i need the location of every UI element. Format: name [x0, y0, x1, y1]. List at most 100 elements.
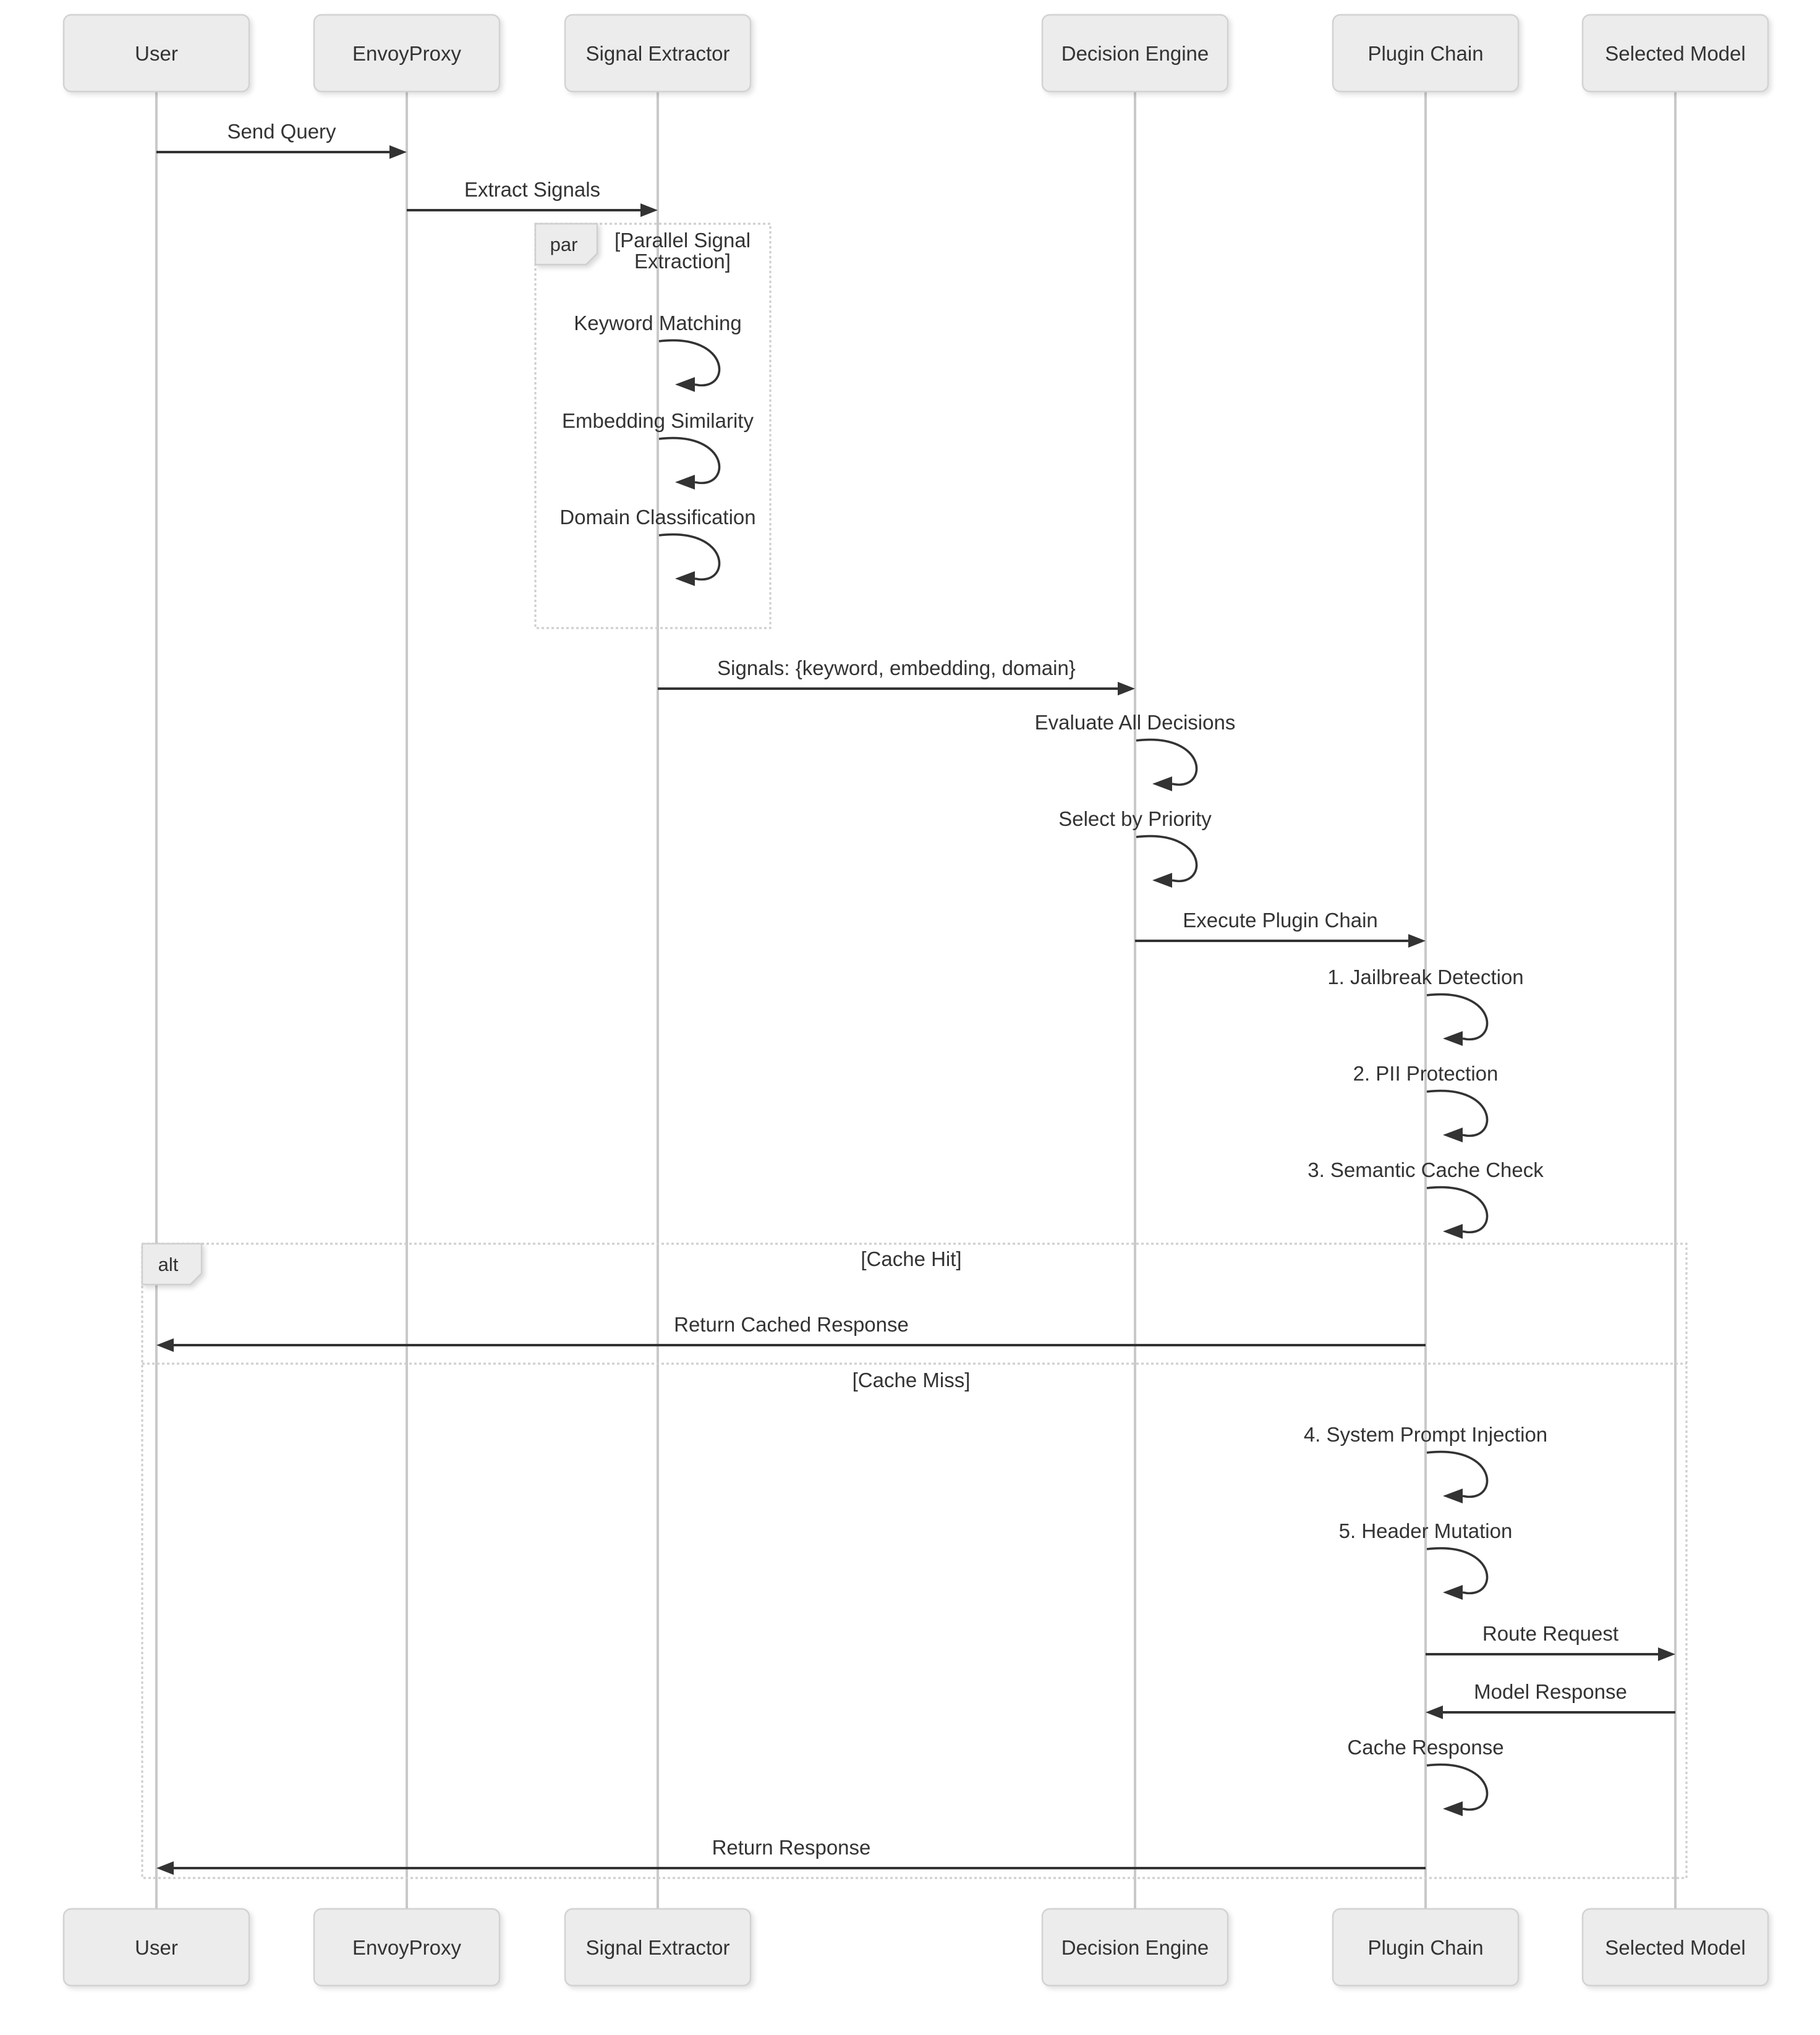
lifelines	[155, 91, 1677, 1909]
self-loop-evaluate-all-decisions: Evaluate All Decisions	[1035, 711, 1236, 791]
message-send-query: Send Query	[156, 120, 407, 159]
alt-block: alt [Cache Hit] [Cache Miss]	[141, 1243, 1688, 1879]
actor-box	[62, 14, 250, 93]
actor-box	[564, 1908, 752, 1987]
actor-plugin-chain-top: Plugin Chain	[1332, 14, 1520, 93]
actor-signal-extractor-bottom: Signal Extractor	[564, 1908, 752, 1987]
actor-label: EnvoyProxy	[352, 42, 462, 65]
self-loop-arc	[1426, 1450, 1489, 1498]
actor-envoyproxy-bottom: EnvoyProxy	[313, 1908, 501, 1987]
message-label: Model Response	[1474, 1680, 1627, 1703]
alt-label-box	[141, 1243, 203, 1286]
self-loop-pii-protection: 2. PII Protection	[1353, 1062, 1499, 1142]
self-loop-arc	[1426, 993, 1489, 1041]
arrowhead	[1118, 682, 1135, 695]
actor-envoyproxy-top: EnvoyProxy	[313, 14, 501, 93]
actor-label: EnvoyProxy	[352, 1936, 462, 1959]
self-loop-arc	[1426, 1547, 1489, 1595]
message-model-response: Model Response	[1426, 1680, 1675, 1719]
self-loop-arc	[1426, 1089, 1489, 1137]
message-execute-plugin-chain: Execute Plugin Chain	[1135, 909, 1426, 948]
alt-label: alt	[158, 1254, 179, 1275]
self-loop-keyword-matching: Keyword Matching	[574, 312, 742, 392]
arrowhead	[675, 475, 695, 490]
message-label: Route Request	[1482, 1622, 1618, 1645]
actor-user-top: User	[62, 14, 250, 93]
self-loop-jailbreak-detection: 1. Jailbreak Detection	[1327, 966, 1524, 1046]
actor-label: Selected Model	[1605, 1936, 1745, 1959]
alt-condition-cache-hit: [Cache Hit]	[861, 1247, 961, 1270]
message-extract-signals: Extract Signals	[407, 178, 658, 217]
message-return-cached-response: Return Cached Response	[156, 1313, 1426, 1352]
arrowhead	[640, 203, 658, 217]
par-label: par	[550, 234, 578, 255]
actor-decision-engine-top: Decision Engine	[1041, 14, 1229, 93]
actor-box	[564, 14, 752, 93]
arrowhead	[1443, 1031, 1463, 1046]
self-loop-semantic-cache-check: 3. Semantic Cache Check	[1308, 1158, 1544, 1239]
arrowhead	[675, 571, 695, 586]
actor-box	[1041, 14, 1229, 93]
self-loop-embedding-similarity: Embedding Similarity	[562, 409, 754, 490]
message-label: Execute Plugin Chain	[1183, 909, 1378, 932]
actor-box	[1332, 1908, 1520, 1987]
arrowhead	[1443, 1489, 1463, 1503]
self-loop-system-prompt-injection: 4. System Prompt Injection	[1304, 1423, 1547, 1503]
par-label-box	[534, 223, 598, 266]
message-label: Send Query	[227, 120, 336, 143]
self-loop-arc	[1426, 1763, 1489, 1811]
self-loop-arc	[658, 436, 721, 485]
actor-signal-extractor-top: Signal Extractor	[564, 14, 752, 93]
self-loop-cache-response: Cache Response	[1347, 1736, 1504, 1816]
arrowhead	[1443, 1801, 1463, 1816]
self-loop-label: Embedding Similarity	[562, 409, 754, 432]
actor-selected-model-bottom: Selected Model	[1581, 1908, 1769, 1987]
actor-box	[1332, 14, 1520, 93]
actor-label: Plugin Chain	[1367, 1936, 1483, 1959]
arrowhead	[156, 1338, 174, 1352]
message-label: Return Response	[712, 1836, 871, 1859]
message-label: Signals: {keyword, embedding, domain}	[717, 656, 1076, 679]
self-loop-label: Cache Response	[1347, 1736, 1503, 1759]
actor-user-bottom: User	[62, 1908, 250, 1987]
message-route-request: Route Request	[1426, 1622, 1675, 1661]
actor-box	[313, 1908, 501, 1987]
self-loop-label: 2. PII Protection	[1353, 1062, 1499, 1085]
self-loop-label: Select by Priority	[1058, 807, 1212, 830]
arrowhead	[1443, 1224, 1463, 1239]
self-loop-arc	[1136, 738, 1198, 786]
arrowhead	[675, 377, 695, 392]
self-loop-label: 3. Semantic Cache Check	[1308, 1158, 1544, 1181]
actor-decision-engine-bottom: Decision Engine	[1041, 1908, 1229, 1987]
arrowhead	[389, 145, 407, 159]
actor-label: Decision Engine	[1061, 42, 1209, 65]
actor-label: Decision Engine	[1061, 1936, 1209, 1959]
actor-label: Selected Model	[1605, 42, 1745, 65]
self-loop-label: Evaluate All Decisions	[1035, 711, 1236, 734]
arrowhead	[1426, 1706, 1443, 1719]
par-title-line2: Extraction]	[634, 250, 731, 273]
self-loop-header-mutation: 5. Header Mutation	[1339, 1519, 1513, 1600]
par-frame	[534, 223, 772, 629]
actor-label: User	[135, 1936, 178, 1959]
arrowhead	[1152, 873, 1172, 888]
actor-plugin-chain-bottom: Plugin Chain	[1332, 1908, 1520, 1987]
self-loop-label: Domain Classification	[559, 506, 755, 529]
actor-box	[1581, 1908, 1769, 1987]
message-signals: Signals: {keyword, embedding, domain}	[658, 656, 1135, 695]
self-loop-label: 5. Header Mutation	[1339, 1519, 1513, 1542]
self-loop-arc	[1136, 835, 1198, 883]
par-title-line1: [Parallel Signal	[614, 229, 751, 252]
arrowhead	[1152, 776, 1172, 791]
self-loop-label: Keyword Matching	[574, 312, 741, 334]
message-label: Extract Signals	[464, 178, 600, 201]
actor-box	[1581, 14, 1769, 93]
actor-label: Plugin Chain	[1367, 42, 1483, 65]
actor-selected-model-top: Selected Model	[1581, 14, 1769, 93]
par-block: par [Parallel Signal Extraction]	[534, 223, 772, 629]
self-loop-arc	[658, 339, 721, 387]
self-loop-label: 1. Jailbreak Detection	[1327, 966, 1523, 988]
arrowhead	[1443, 1128, 1463, 1142]
